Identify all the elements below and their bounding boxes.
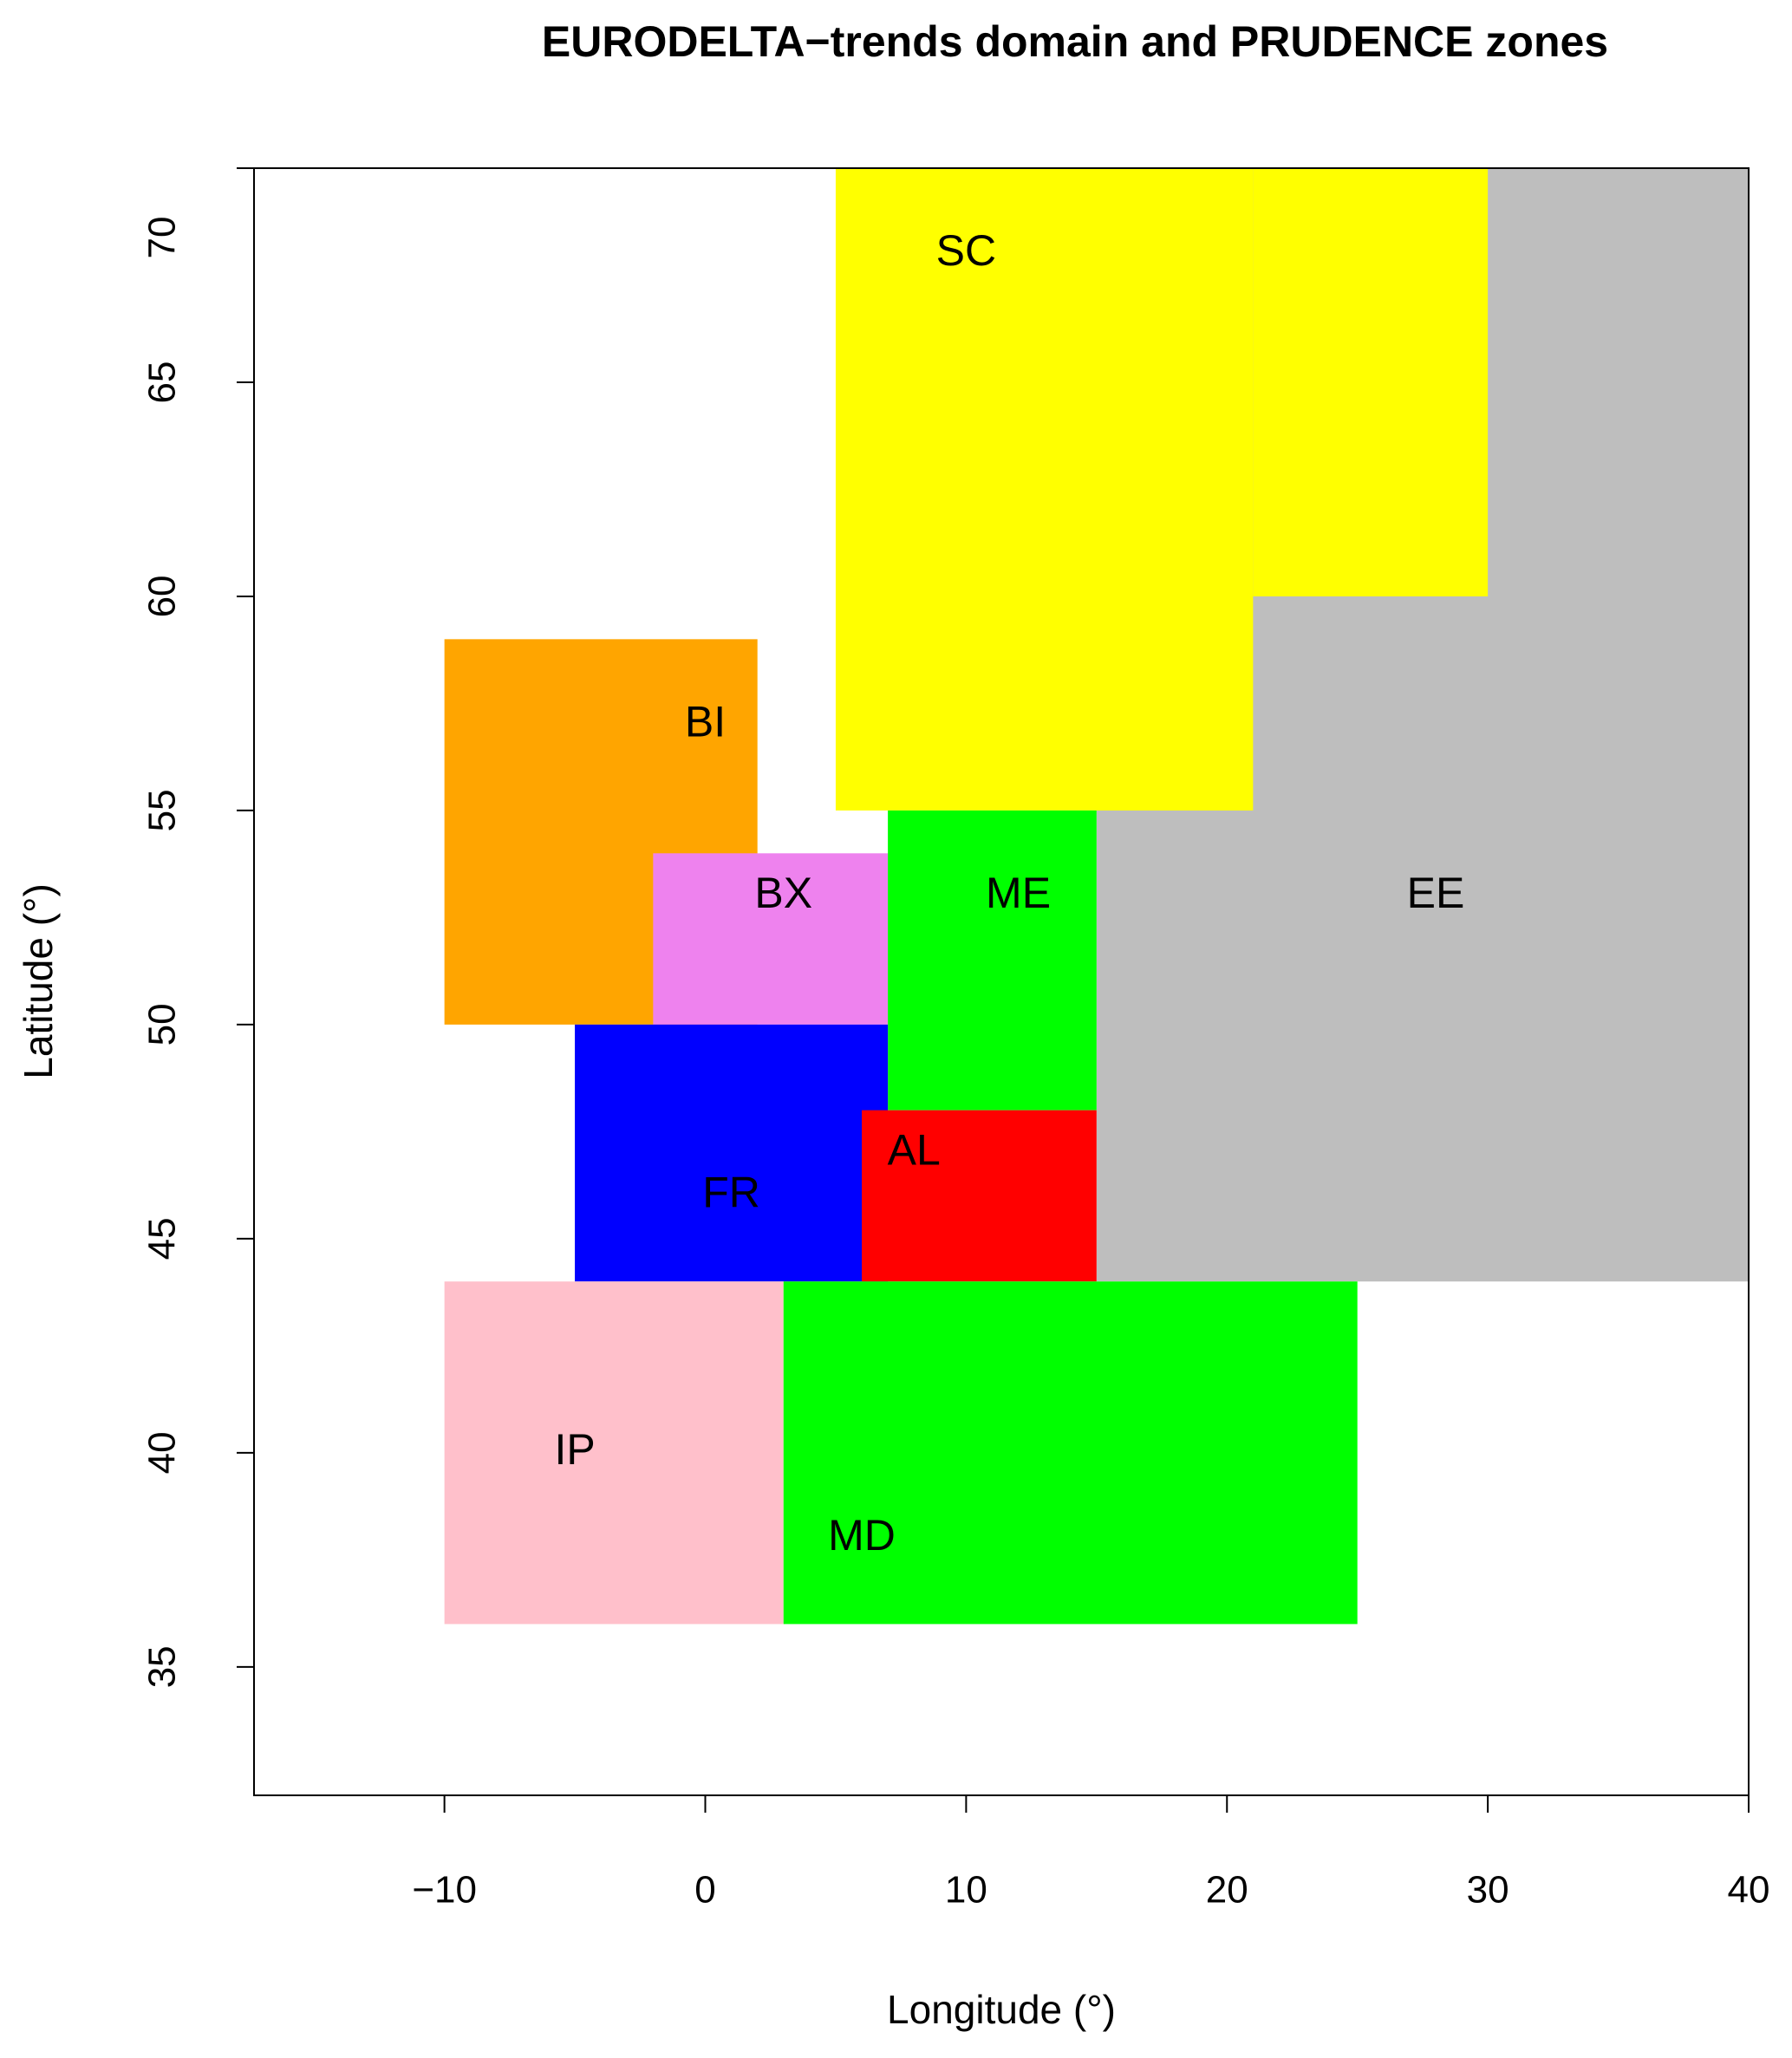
zone-box: [575, 1024, 889, 1282]
zone-label: FR: [702, 1169, 760, 1217]
y-tick-label: 55: [141, 789, 184, 831]
zone-box: [862, 1110, 1097, 1282]
y-tick-label: 60: [141, 575, 184, 617]
zone-box: [783, 1281, 1358, 1625]
zone-label: AL: [888, 1125, 941, 1174]
zone-label: EE: [1407, 869, 1465, 917]
zone-box: [835, 168, 1254, 811]
zone-label: BX: [754, 869, 812, 917]
zone-label: ME: [986, 869, 1051, 917]
y-tick-label: 70: [141, 217, 184, 259]
chart-title: EURODELTA−trends domain and PRUDENCE zon…: [542, 17, 1608, 66]
x-tick-label: 30: [1467, 1869, 1509, 1911]
zone-label: MD: [828, 1511, 896, 1560]
zone-box: [1253, 168, 1489, 596]
x-tick-label: 40: [1728, 1869, 1770, 1911]
y-tick-label: 65: [141, 361, 184, 403]
y-tick-label: 50: [141, 1003, 184, 1045]
x-tick-label: −10: [412, 1869, 477, 1911]
zone-box: [653, 853, 889, 1025]
y-axis-label: Latitude (°): [16, 883, 61, 1079]
x-tick-label: 0: [694, 1869, 715, 1911]
y-tick-label: 35: [141, 1645, 184, 1688]
zone-label: BI: [685, 697, 726, 746]
zone-label: IP: [554, 1425, 595, 1474]
x-axis-label: Longitude (°): [887, 1987, 1116, 2032]
zone-label: SC: [936, 226, 996, 275]
x-tick-label: 20: [1206, 1869, 1248, 1911]
zone-box: [888, 810, 1097, 1110]
x-tick-label: 10: [945, 1869, 987, 1911]
y-tick-label: 40: [141, 1431, 184, 1474]
zone-box: [444, 1281, 784, 1625]
y-tick-label: 45: [141, 1217, 184, 1260]
